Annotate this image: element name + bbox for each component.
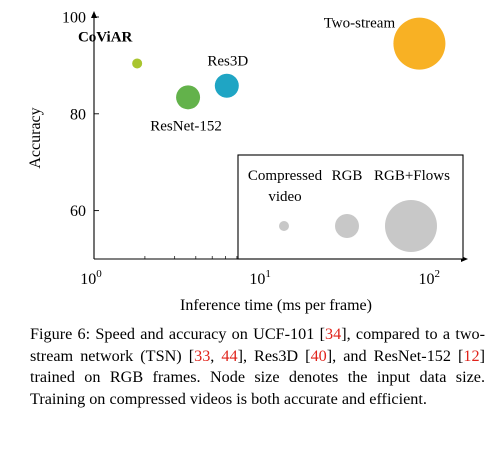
figure-caption: Figure 6: Speed and accuracy on UCF-101 … <box>30 325 486 408</box>
x-tick-label: 101 <box>249 268 271 288</box>
x-tick-label: 100 <box>80 268 102 288</box>
x-tick-label: 102 <box>418 268 440 288</box>
axes: 100 101 102 60 80 100 Inference time (ms per f… <box>27 10 468 314</box>
data-point <box>176 85 201 110</box>
data-point-label: CoViAR <box>78 29 133 45</box>
y-axis-arrow <box>91 11 97 18</box>
legend-marker <box>279 221 289 231</box>
legend-label: Compressed <box>248 168 323 184</box>
data-points: CoViAR ResNet-152 Res3D Two-stream <box>78 16 446 134</box>
legend-label: video <box>268 189 301 205</box>
legend-marker <box>385 200 437 252</box>
citation-link[interactable]: 33 <box>194 346 211 365</box>
data-point-label: ResNet-152 <box>150 118 222 134</box>
legend-label: RGB <box>332 168 363 184</box>
data-point-label: Two-stream <box>324 16 396 32</box>
citation-link[interactable]: 40 <box>310 346 327 365</box>
legend-marker <box>335 214 359 238</box>
data-point-label: Res3D <box>207 54 248 70</box>
x-axis-label: Inference time (ms per frame) <box>180 297 372 314</box>
data-point <box>393 17 446 70</box>
citation-link[interactable]: 44 <box>221 346 238 365</box>
citation-link[interactable]: 34 <box>325 325 342 343</box>
speed-accuracy-chart: 100 101 102 60 80 100 Inference time (ms per f… <box>27 10 468 314</box>
data-point <box>214 73 239 98</box>
y-axis-label: Accuracy <box>27 107 44 168</box>
citation-link[interactable]: 12 <box>463 346 480 365</box>
legend-label: RGB+Flows <box>374 168 450 184</box>
y-tick-label: 100 <box>62 10 86 27</box>
data-point <box>132 58 143 69</box>
y-tick-label: 80 <box>70 106 86 123</box>
legend: Compressed video RGB RGB+Flows <box>237 154 464 260</box>
y-tick-label: 60 <box>70 203 86 220</box>
